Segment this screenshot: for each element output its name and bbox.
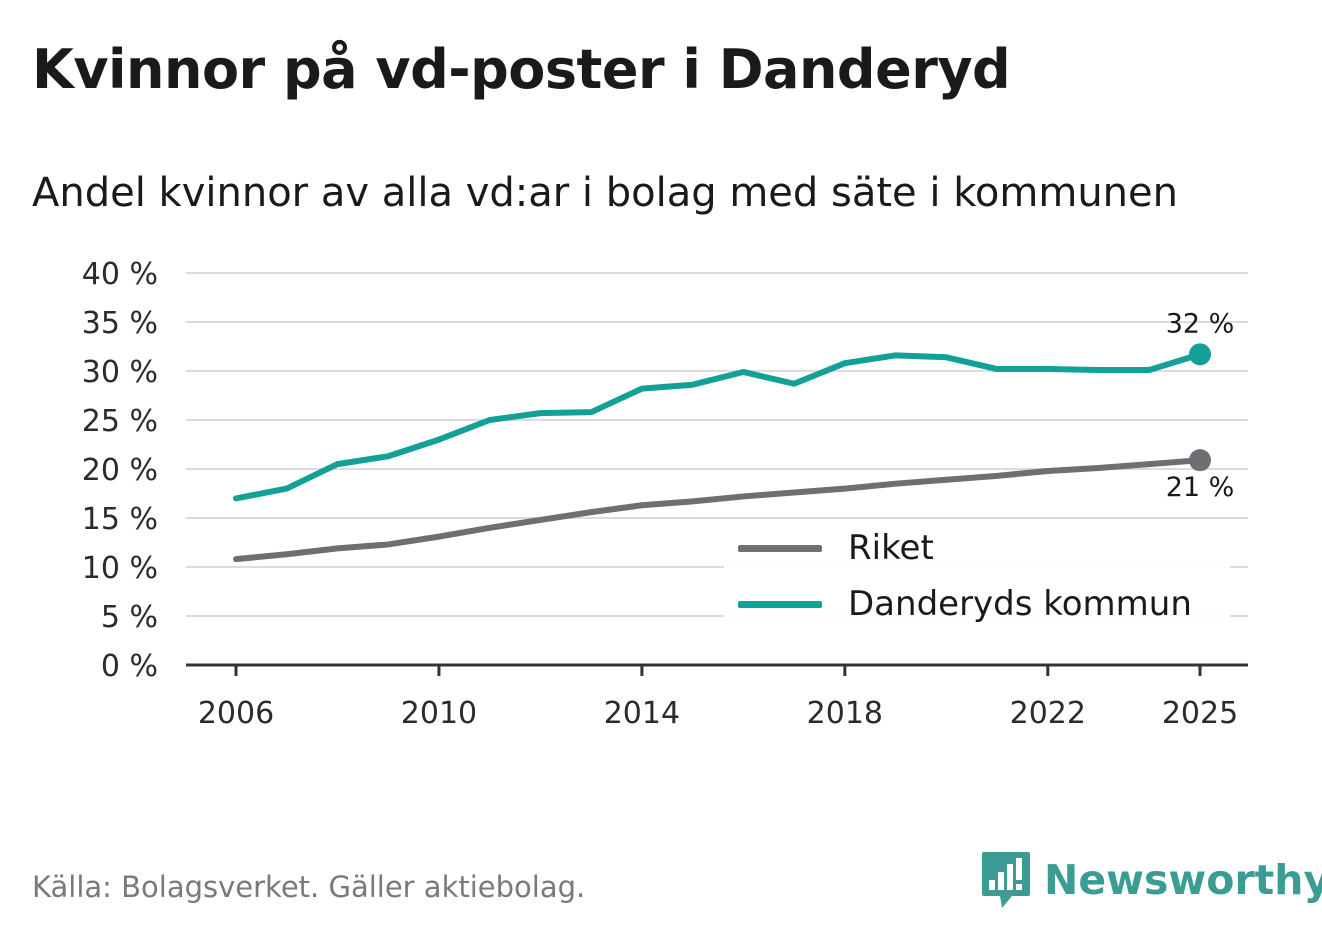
y-tick-label: 15 % <box>82 502 158 537</box>
series-lines <box>233 351 1203 563</box>
source-note: Källa: Bolagsverket. Gäller aktiebolag. <box>32 870 586 904</box>
end-marker-riket <box>1189 449 1211 472</box>
legend-label-riket: Riket <box>848 528 934 568</box>
x-tick-label: 2010 <box>401 696 477 731</box>
legend-item-danderyd: Danderyds kommun <box>738 584 1192 624</box>
axes: 0 % 5 % 10 % 15 % 20 % 25 % 30 % 35 % 40 % 2006 20… <box>82 257 1248 731</box>
y-tick-label: 25 % <box>82 404 158 439</box>
y-tick-label: 20 % <box>82 453 158 488</box>
x-tick-label: 2006 <box>198 696 274 731</box>
brand-logo: Newsworthy <box>980 850 1322 910</box>
legend-item-riket: Riket <box>738 528 934 568</box>
newsworthy-logo-icon <box>982 852 1030 908</box>
legend-swatch-riket <box>738 544 822 552</box>
series-line-riket <box>233 457 1203 563</box>
legend-swatch-danderyd <box>738 600 822 608</box>
legend-label-danderyd: Danderyds kommun <box>848 584 1192 624</box>
y-tick-label: 0 % <box>101 649 158 684</box>
x-tick-label: 2018 <box>807 696 883 731</box>
y-tick-label: 35 % <box>82 306 158 341</box>
chart-legend: Riket Danderyds kommun <box>724 520 1230 624</box>
x-tick-label: 2025 <box>1162 696 1238 731</box>
x-tick-label: 2014 <box>604 696 680 731</box>
end-label-riket: 21 % <box>1166 472 1235 503</box>
chart-title: Kvinnor på vd-poster i Danderyd <box>32 38 1011 101</box>
brand-name: Newsworthy <box>1044 856 1322 904</box>
y-tick-label: 10 % <box>82 551 158 586</box>
x-tick-label: 2022 <box>1010 696 1086 731</box>
y-tick-label: 40 % <box>82 257 158 292</box>
end-markers: 21 % 32 % <box>1166 308 1235 503</box>
chart-subtitle: Andel kvinnor av alla vd:ar i bolag med … <box>32 170 1178 216</box>
end-label-danderyd: 32 % <box>1166 308 1235 339</box>
y-tick-label: 30 % <box>82 355 158 390</box>
end-marker-danderyd <box>1189 343 1211 366</box>
y-tick-label: 5 % <box>101 600 158 635</box>
series-line-danderyd <box>233 351 1203 502</box>
